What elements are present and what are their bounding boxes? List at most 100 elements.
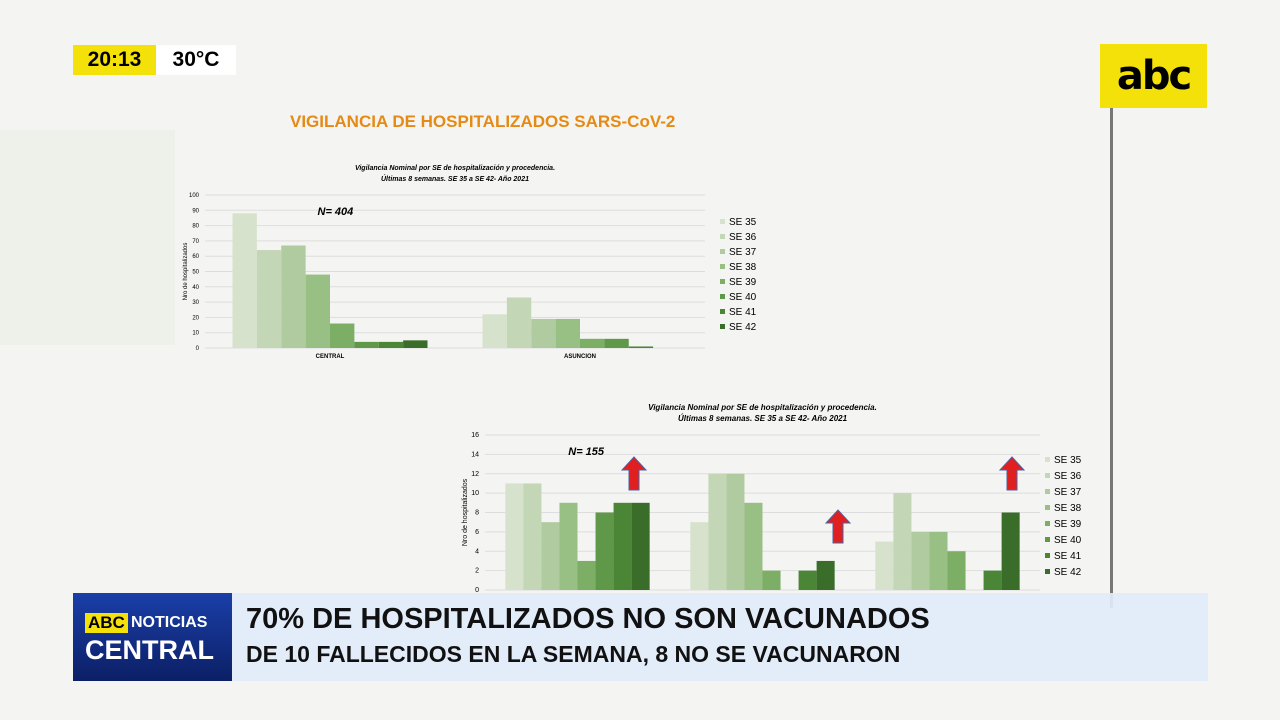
bar bbox=[305, 274, 330, 348]
slide-title: VIGILANCIA DE HOSPITALIZADOS SARS-CoV-2 bbox=[290, 112, 676, 131]
legend-label: SE 37 bbox=[729, 247, 757, 258]
y-tick-label: 16 bbox=[471, 432, 479, 439]
chart-subtitle: Últimas 8 semanas. SE 35 a SE 42- Año 20… bbox=[678, 414, 848, 423]
bar bbox=[893, 493, 912, 590]
legend-label: SE 42 bbox=[729, 322, 757, 333]
legend-label: SE 42 bbox=[1054, 567, 1082, 578]
bar bbox=[1001, 512, 1020, 590]
y-tick-label: 100 bbox=[189, 193, 200, 199]
bar bbox=[708, 473, 727, 590]
legend-swatch bbox=[1045, 489, 1050, 494]
bar bbox=[403, 340, 428, 348]
y-tick-label: 12 bbox=[471, 471, 479, 478]
legend-swatch bbox=[1045, 569, 1050, 574]
legend-swatch bbox=[720, 324, 725, 329]
bar bbox=[816, 560, 835, 590]
bar bbox=[628, 346, 654, 348]
bar bbox=[604, 338, 629, 348]
bar bbox=[798, 570, 817, 590]
bar bbox=[256, 250, 282, 348]
y-tick-label: 0 bbox=[475, 587, 479, 594]
chart: Vigilancia Nominal por SE de hospitaliza… bbox=[462, 403, 1082, 594]
ghost-panel bbox=[0, 130, 175, 345]
legend-label: SE 35 bbox=[1054, 455, 1082, 466]
legend-label: SE 41 bbox=[1054, 551, 1082, 562]
annotation: N= 404 bbox=[318, 206, 354, 218]
bar bbox=[580, 338, 605, 348]
legend-swatch bbox=[720, 219, 725, 224]
bar bbox=[531, 318, 556, 348]
y-tick-label: 2 bbox=[475, 568, 479, 575]
show-box: ABC NOTICIAS CENTRAL bbox=[73, 593, 232, 681]
y-tick-label: 60 bbox=[192, 254, 199, 260]
y-tick-label: 30 bbox=[192, 300, 199, 306]
bar bbox=[983, 570, 1002, 590]
chart-title: Vigilancia Nominal por SE de hospitaliza… bbox=[648, 403, 877, 412]
y-tick-label: 70 bbox=[192, 239, 199, 245]
y-tick-label: 10 bbox=[471, 490, 479, 497]
bar bbox=[330, 323, 355, 348]
chart-subtitle: Últimas 8 semanas. SE 35 a SE 42- Año 20… bbox=[381, 174, 529, 183]
bar bbox=[631, 502, 650, 590]
legend-label: SE 36 bbox=[729, 232, 757, 243]
legend-swatch bbox=[720, 234, 725, 239]
headline-box: 70% DE HOSPITALIZADOS NO SON VACUNADOS D… bbox=[232, 593, 1208, 681]
lower-third: ABC NOTICIAS CENTRAL 70% DE HOSPITALIZAD… bbox=[73, 593, 1208, 681]
legend-swatch bbox=[1045, 505, 1050, 510]
chart-title: Vigilancia Nominal por SE de hospitaliza… bbox=[355, 165, 555, 172]
logo-line bbox=[1110, 108, 1113, 608]
y-tick-label: 0 bbox=[196, 346, 200, 352]
legend-label: SE 38 bbox=[729, 262, 757, 273]
legend-label: SE 39 bbox=[729, 277, 757, 288]
legend-label: SE 37 bbox=[1054, 487, 1082, 498]
annotation: N= 155 bbox=[568, 446, 605, 458]
show: CENTRAL bbox=[85, 635, 214, 665]
y-axis-label: Nro de hospitalizados bbox=[183, 243, 189, 301]
legend-label: SE 35 bbox=[729, 217, 757, 228]
bar bbox=[505, 483, 524, 590]
bar bbox=[559, 502, 578, 590]
legend-swatch bbox=[720, 279, 725, 284]
bar bbox=[929, 531, 948, 590]
bar bbox=[595, 512, 614, 590]
bar bbox=[541, 522, 560, 590]
legend-swatch bbox=[1045, 521, 1050, 526]
headline: 70% DE HOSPITALIZADOS NO SON VACUNADOS bbox=[246, 603, 930, 635]
bar bbox=[281, 245, 306, 348]
x-tick-label: ASUNCION bbox=[564, 354, 596, 360]
y-tick-label: 6 bbox=[475, 529, 479, 536]
bar bbox=[690, 522, 709, 590]
y-tick-label: 50 bbox=[192, 270, 199, 276]
x-tick-label: CENTRAL bbox=[316, 354, 345, 360]
subheadline: DE 10 FALLECIDOS EN LA SEMANA, 8 NO SE V… bbox=[246, 641, 901, 667]
legend-label: SE 38 bbox=[1054, 503, 1082, 514]
legend-swatch bbox=[1045, 457, 1050, 462]
bar bbox=[506, 297, 532, 348]
brand: ABC bbox=[85, 613, 128, 633]
bar bbox=[762, 570, 781, 590]
bar bbox=[232, 213, 257, 348]
bar bbox=[744, 502, 763, 590]
legend-swatch bbox=[720, 294, 725, 299]
legend-label: SE 40 bbox=[729, 292, 757, 303]
bar bbox=[947, 551, 966, 590]
bar bbox=[354, 341, 379, 348]
legend-label: SE 41 bbox=[729, 307, 757, 318]
bar bbox=[555, 318, 580, 348]
legend-label: SE 40 bbox=[1054, 535, 1082, 546]
legend-swatch bbox=[1045, 537, 1050, 542]
legend-label: SE 39 bbox=[1054, 519, 1082, 530]
chart: Vigilancia Nominal por SE de hospitaliza… bbox=[183, 165, 757, 360]
y-tick-label: 20 bbox=[192, 315, 199, 321]
y-tick-label: 14 bbox=[471, 451, 479, 458]
legend-swatch bbox=[720, 309, 725, 314]
arrow bbox=[620, 456, 1026, 544]
y-tick-label: 4 bbox=[475, 548, 479, 555]
y-tick-label: 40 bbox=[192, 285, 199, 291]
bar bbox=[875, 541, 894, 590]
y-tick-label: 10 bbox=[192, 331, 199, 337]
bar bbox=[523, 483, 542, 590]
logo: abc bbox=[1100, 44, 1207, 108]
legend-label: SE 36 bbox=[1054, 471, 1082, 482]
